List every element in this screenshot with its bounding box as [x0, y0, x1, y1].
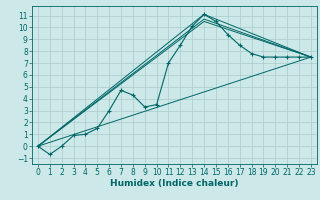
X-axis label: Humidex (Indice chaleur): Humidex (Indice chaleur) — [110, 179, 239, 188]
